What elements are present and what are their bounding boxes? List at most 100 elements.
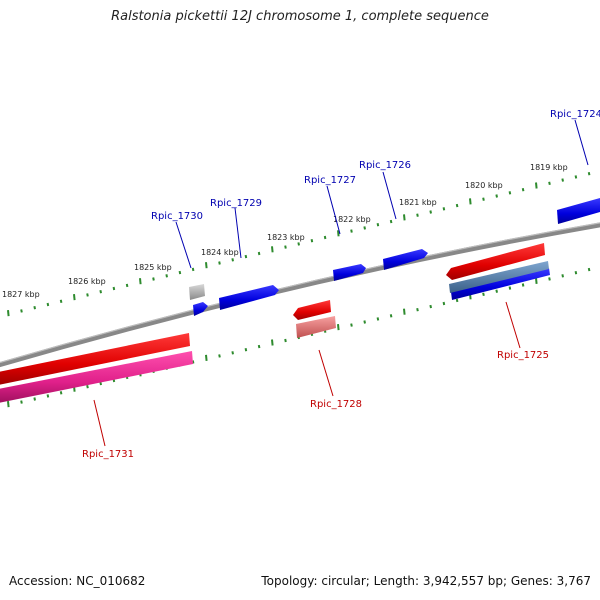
ruler-minor-tick (20, 400, 23, 404)
leader-rpic-1731 (93, 399, 106, 447)
ruler-major-tick (535, 277, 538, 284)
ruler-minor-tick (482, 292, 485, 296)
ruler-major-tick (7, 310, 10, 317)
ruler-minor-tick (376, 317, 380, 321)
ruler-major-tick (469, 198, 472, 205)
leader-rpic-1725 (505, 301, 521, 349)
ruler-minor-tick (455, 298, 459, 303)
ruler-minor-tick (99, 290, 102, 294)
ruler-minor-tick (86, 385, 89, 389)
ruler-major-tick (205, 354, 208, 361)
gene-rpic-1727-cds[interactable] (333, 264, 366, 281)
leader-rpic-1729 (234, 207, 242, 259)
ruler-minor-tick (284, 338, 287, 343)
gene-rpic-1725-red-cds[interactable] (446, 243, 545, 280)
gene-label-rpic-1726[interactable]: Rpic_1726 (359, 160, 411, 171)
ruler-minor-tick (587, 267, 591, 272)
ruler-minor-tick (521, 283, 525, 287)
ruler-minor-tick (310, 239, 314, 243)
gene-label-rpic-1724[interactable]: Rpic_1724 (550, 109, 600, 120)
ruler-minor-tick (442, 301, 446, 306)
feature-lightred-1728[interactable] (296, 316, 336, 338)
ruler-minor-tick (244, 254, 248, 259)
ruler-minor-tick (429, 210, 432, 214)
leader-rpic-1727 (326, 185, 341, 235)
ruler-minor-tick (548, 277, 551, 281)
ruler-minor-tick (561, 178, 564, 182)
leader-rpic-1726 (382, 171, 397, 220)
ruler-minor-tick (561, 274, 564, 278)
ruler-minor-tick (376, 223, 380, 227)
ruler-minor-tick (99, 381, 102, 386)
ruler-minor-tick (521, 188, 525, 192)
ruler-minor-tick (33, 397, 36, 401)
ruler-minor-tick (389, 314, 393, 318)
ruler-minor-tick (495, 194, 498, 198)
accession-label: Accession: NC_010682 (9, 574, 146, 588)
ruler-minor-tick (442, 207, 446, 211)
ruler-minor-tick (178, 270, 182, 275)
ruler-minor-tick (323, 235, 327, 240)
gene-rpic-1724-cds[interactable] (557, 198, 600, 224)
ruler-minor-tick (218, 354, 221, 358)
ruler-major-tick (337, 230, 340, 237)
leader-rpic-1724 (574, 119, 589, 166)
ruler-major-tick (337, 324, 340, 331)
gene-label-rpic-1728[interactable]: Rpic_1728 (310, 399, 362, 410)
ruler-major-tick (271, 339, 274, 346)
ruler-label-1827: 1827 kbp (2, 290, 40, 299)
ruler-minor-tick (231, 258, 234, 262)
ruler-label-1825: 1825 kbp (134, 263, 172, 272)
ruler-minor-tick (231, 351, 234, 355)
ruler-minor-tick (59, 299, 63, 303)
ruler-major-tick (7, 401, 10, 408)
ruler-minor-tick (112, 286, 116, 291)
ruler-label-1823: 1823 kbp (267, 233, 305, 242)
ruler-minor-tick (429, 304, 432, 309)
gene-rpic-1726-cds[interactable] (383, 249, 428, 270)
ruler-minor-tick (244, 348, 248, 352)
leader-rpic-1730 (175, 221, 192, 269)
ruler-minor-tick (363, 320, 366, 324)
ruler-major-tick (73, 294, 76, 301)
forward-leader-lines (175, 119, 589, 269)
ruler-minor-tick (416, 308, 419, 312)
ruler-minor-tick (574, 175, 578, 179)
ruler-minor-tick (46, 394, 50, 398)
gene-rpic-1729-cds[interactable] (219, 285, 279, 310)
leader-rpic-1728 (318, 349, 334, 397)
feature-slate-1725[interactable] (449, 261, 549, 293)
gene-rpic-1725-cds[interactable] (451, 268, 550, 300)
ruler-minor-tick (191, 267, 195, 272)
gene-label-rpic-1725[interactable]: Rpic_1725 (497, 350, 549, 361)
ruler-minor-tick (508, 286, 512, 290)
gene-rpic-1730-cds[interactable] (193, 302, 208, 316)
feature-grey-1730[interactable] (189, 284, 205, 300)
ruler-minor-tick (350, 323, 353, 327)
ruler-minor-tick (165, 274, 168, 278)
ruler-major-tick (535, 182, 538, 189)
gene-label-rpic-1730[interactable]: Rpic_1730 (151, 211, 203, 222)
ruler-minor-tick (46, 302, 50, 307)
ruler-minor-tick (284, 245, 287, 249)
feature-pink-1731[interactable] (0, 351, 193, 403)
ruler-minor-tick (574, 271, 578, 275)
ruler-minor-tick (20, 309, 23, 313)
gene-label-rpic-1727[interactable]: Rpic_1727 (304, 175, 356, 186)
ruler-minor-tick (587, 172, 591, 176)
ruler-label-1822: 1822 kbp (333, 215, 371, 224)
gene-label-rpic-1731[interactable]: Rpic_1731 (82, 449, 134, 460)
ruler-minor-tick (495, 289, 498, 293)
ruler-minor-tick (257, 344, 261, 349)
map-title: Ralstonia pickettii 12J chromosome 1, co… (111, 9, 489, 24)
gene-rpic-1728-cds[interactable] (293, 300, 331, 320)
ruler-major-tick (205, 262, 208, 269)
ruler-major-tick (403, 214, 406, 221)
gene-rpic-1731-cds[interactable] (0, 333, 190, 385)
ruler-minor-tick (86, 293, 89, 297)
ruler-label-1820: 1820 kbp (465, 181, 503, 190)
genome-summary: Topology: circular; Length: 3,942,557 bp… (261, 574, 591, 588)
ruler-minor-tick (363, 226, 366, 230)
gene-label-rpic-1729[interactable]: Rpic_1729 (210, 198, 262, 209)
